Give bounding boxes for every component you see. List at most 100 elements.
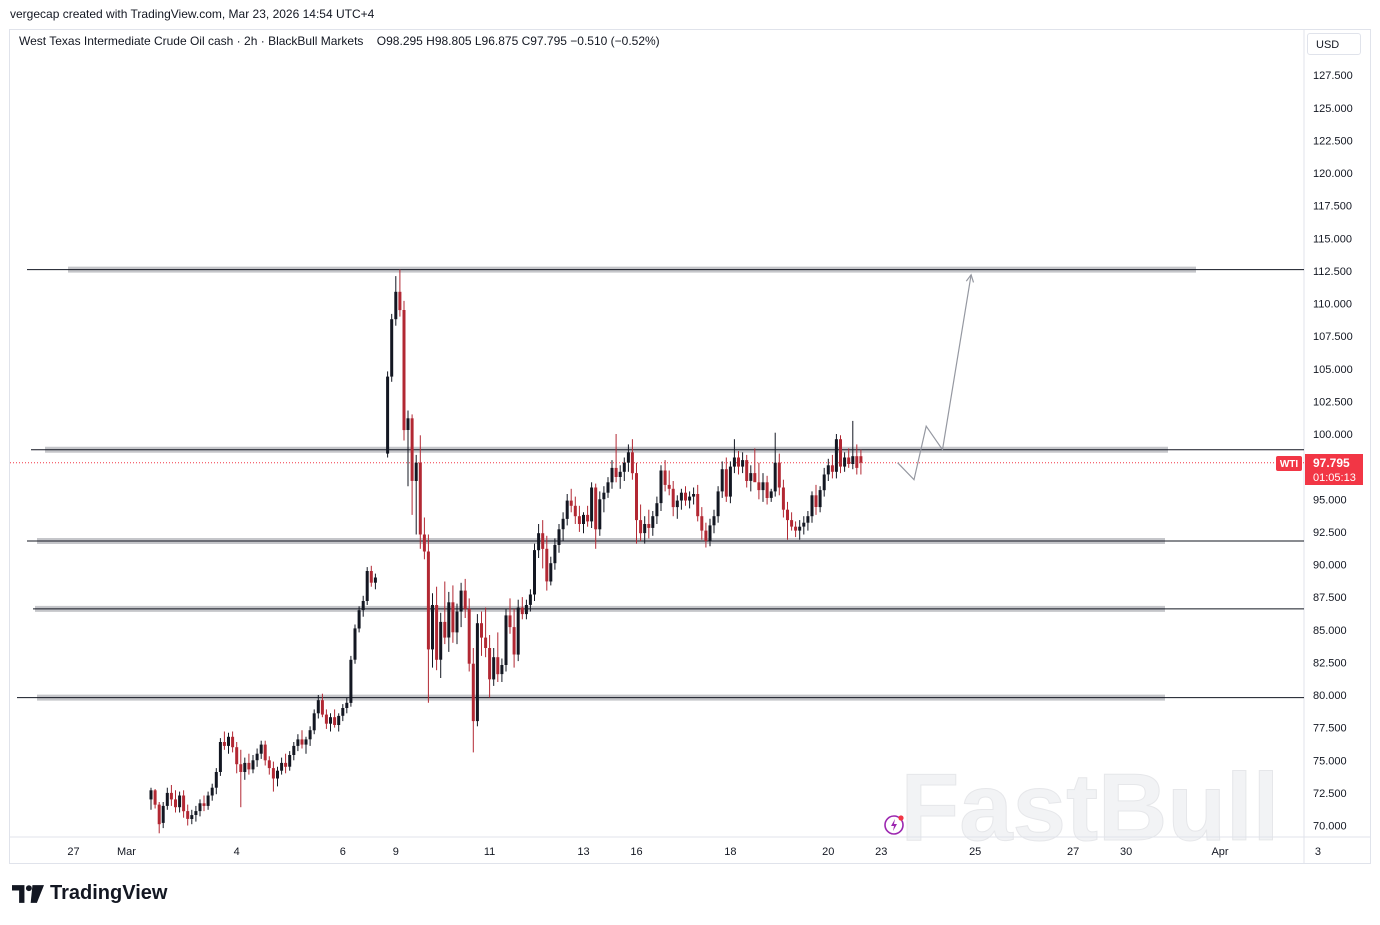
- candle-body: [414, 462, 418, 481]
- symbol-broker: BlackBull Markets: [268, 34, 364, 48]
- ticker-badge-label: WTI: [1280, 459, 1299, 470]
- candle-body: [329, 717, 332, 724]
- price-tick-label: 70.000: [1313, 821, 1347, 833]
- candle-body: [333, 717, 337, 725]
- candle-body: [202, 803, 206, 806]
- candle-body: [296, 739, 300, 746]
- candle-body: [345, 702, 349, 708]
- candle-body: [732, 457, 736, 467]
- tradingview-logo[interactable]: TradingView: [12, 882, 167, 905]
- candle-body: [594, 487, 598, 530]
- candle-body: [818, 490, 822, 508]
- projection-drawing[interactable]: [897, 273, 975, 481]
- bolt-icon[interactable]: [884, 815, 904, 835]
- candle-body: [847, 457, 851, 464]
- candle-body: [577, 516, 581, 524]
- candle-body: [712, 516, 716, 526]
- price-tick-label: 125.000: [1313, 103, 1353, 115]
- candle-body: [276, 770, 279, 779]
- candle-body: [235, 747, 239, 765]
- chart-frame: [9, 29, 1371, 864]
- candle-body: [716, 491, 720, 517]
- candle-body: [300, 739, 304, 745]
- candle-body: [206, 795, 210, 806]
- price-tick-label: 87.500: [1313, 592, 1347, 604]
- time-tick-label: 25: [969, 846, 981, 858]
- price-tick-label: 92.500: [1313, 527, 1347, 539]
- candle-body: [671, 488, 675, 508]
- candle-body: [684, 492, 687, 501]
- candle-body: [447, 602, 451, 638]
- price-tick-label: 90.000: [1313, 560, 1347, 572]
- currency-selector[interactable]: USD: [1307, 33, 1361, 55]
- candle-body: [186, 811, 190, 819]
- candle-body: [174, 799, 177, 808]
- candle-body: [512, 627, 516, 655]
- candle-body: [537, 533, 541, 551]
- candle-body: [753, 473, 757, 483]
- candle-body: [304, 739, 308, 745]
- time-tick-label: 3: [1315, 846, 1321, 858]
- candle-body: [773, 462, 777, 492]
- candle-body: [590, 487, 594, 522]
- time-tick-label: 6: [340, 846, 346, 858]
- candle-body: [357, 610, 361, 629]
- horizontal-levels[interactable]: [10, 266, 1304, 701]
- symbol-legend[interactable]: West Texas Intermediate Crude Oil cash ·…: [19, 34, 660, 48]
- candle-body: [606, 482, 610, 493]
- candle-body: [488, 648, 492, 680]
- candle-body: [524, 605, 528, 615]
- candle-body: [700, 516, 704, 531]
- candle-body: [422, 534, 426, 552]
- candle-body: [178, 795, 182, 808]
- candle-body: [426, 551, 430, 650]
- candle-body: [504, 615, 508, 665]
- candle-body: [251, 760, 255, 770]
- candles: [149, 269, 863, 834]
- candle-body: [508, 615, 512, 628]
- candle-body: [549, 563, 553, 582]
- candle-body: [373, 577, 377, 583]
- candle-body: [451, 602, 455, 633]
- candle-body: [582, 514, 585, 524]
- price-tick-label: 115.000: [1313, 233, 1352, 245]
- watermark: FastBull: [900, 754, 1280, 862]
- candle-body: [390, 319, 394, 377]
- candle-body: [790, 520, 794, 527]
- price-tick-label: 77.500: [1313, 723, 1347, 735]
- projection-path[interactable]: [897, 274, 972, 481]
- candle-body: [533, 550, 536, 595]
- candle-body: [165, 792, 169, 806]
- candle-body: [794, 526, 798, 531]
- time-axis[interactable]: 27 Mar 4 6 9 11 13 16 18 20 23 25 27 30 Apr 3: [67, 846, 1321, 858]
- tradingview-wordmark: TradingView: [50, 882, 168, 904]
- candle-body: [602, 492, 606, 500]
- candle-body: [484, 637, 488, 648]
- candle-body: [337, 715, 341, 725]
- candle-body: [161, 805, 165, 823]
- candle-body: [239, 764, 243, 772]
- candle-body: [157, 804, 161, 825]
- candle-body: [467, 608, 471, 664]
- candle-body: [786, 509, 789, 521]
- time-tick-label: Mar: [117, 846, 136, 858]
- price-tick-label: 85.000: [1313, 625, 1347, 637]
- candle-body: [231, 736, 235, 748]
- price-axis[interactable]: 127.500 125.000 122.500 120.000 117.500 115.0…: [1313, 70, 1353, 832]
- time-tick-label: 13: [577, 846, 589, 858]
- candle-body: [741, 460, 745, 467]
- candle-body: [255, 753, 259, 761]
- candle-body: [169, 792, 173, 800]
- candle-body: [263, 744, 267, 761]
- candle-body: [851, 456, 855, 464]
- candle-body: [802, 522, 806, 527]
- price-tick-label: 102.500: [1313, 396, 1353, 408]
- ohlc-values: O98.295 H98.805 L96.875 C97.795 −0.510 (…: [376, 34, 660, 48]
- ticker-badge: [1276, 456, 1302, 471]
- candle-body: [349, 659, 353, 703]
- candle-body: [308, 730, 312, 740]
- candle-body: [757, 482, 761, 491]
- candle-body: [492, 657, 496, 680]
- price-tick-label: 110.000: [1313, 299, 1352, 311]
